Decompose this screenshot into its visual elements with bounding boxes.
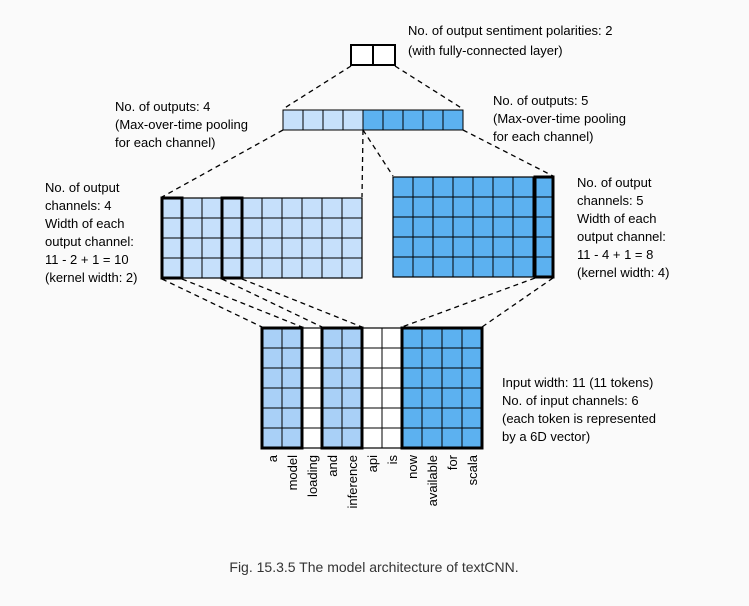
pooling-layer bbox=[282, 109, 464, 131]
pool-right-cell bbox=[382, 109, 404, 131]
kernel-window-left bbox=[260, 326, 304, 450]
conv-right-annotation-line6: (kernel width: 4) bbox=[577, 265, 669, 280]
kernel-window-right bbox=[400, 326, 484, 450]
connector-pool-to-conv-right-b bbox=[462, 129, 554, 177]
pool-left-cell bbox=[322, 109, 344, 131]
conv-left-annotation-line2: channels: 4 bbox=[45, 198, 112, 213]
pool-left-annotation-line2: (Max-over-time pooling bbox=[115, 117, 248, 132]
input-annotation-line4: by a 6D vector) bbox=[502, 429, 590, 444]
pool-left-annotation-line3: for each channel) bbox=[115, 135, 215, 150]
pool-left-cell bbox=[282, 109, 304, 131]
conv-left-annotation-line5: 11 - 2 + 1 = 10 bbox=[45, 252, 129, 267]
connector-output-right bbox=[394, 65, 464, 110]
pool-right-cell bbox=[422, 109, 444, 131]
conv-right-highlight-last bbox=[533, 175, 555, 279]
connector-conv-right-a bbox=[401, 277, 536, 328]
pool-right-cell bbox=[442, 109, 464, 131]
conv-left-output bbox=[160, 196, 363, 280]
pool-right-annotation-line3: for each channel) bbox=[493, 129, 593, 144]
token-label: api bbox=[365, 455, 380, 472]
input-annotation-line1: Input width: 11 (11 tokens) bbox=[502, 375, 653, 390]
conv-right-annotation-line5: 11 - 4 + 1 = 8 bbox=[577, 247, 653, 262]
token-label: now bbox=[405, 454, 420, 478]
token-label: inference bbox=[345, 455, 360, 508]
pool-right-cell bbox=[362, 109, 384, 131]
conv-left-annotation-line3: Width of each bbox=[45, 216, 125, 231]
token-label: for bbox=[445, 454, 460, 470]
token-label: scala bbox=[465, 454, 480, 485]
connector-conv-left-a1 bbox=[161, 278, 263, 328]
token-label: loading bbox=[305, 455, 320, 497]
token-label: and bbox=[325, 455, 340, 477]
conv-left-annotation-line1: No. of output bbox=[45, 180, 120, 195]
input-annotation-line3: (each token is represented bbox=[502, 411, 656, 426]
conv-left-annotation-line4: output channel: bbox=[45, 234, 134, 249]
conv-right-annotation-line2: channels: 5 bbox=[577, 193, 644, 208]
output-annotation-line2: (with fully-connected layer) bbox=[408, 43, 563, 58]
conv-right-annotation-line3: Width of each bbox=[577, 211, 657, 226]
token-label: available bbox=[425, 455, 440, 506]
kernel-window-left-2 bbox=[320, 326, 364, 450]
token-labels: a model loading and inference api is now… bbox=[265, 454, 480, 508]
connector-conv-left-a2 bbox=[181, 278, 303, 328]
conv-right-output bbox=[392, 175, 555, 279]
token-label: model bbox=[285, 455, 300, 491]
conv-left-annotation-line6: (kernel width: 2) bbox=[45, 270, 137, 285]
connector-pool-to-conv-left-b bbox=[361, 129, 364, 198]
conv-right-annotation-line4: output channel: bbox=[577, 229, 666, 244]
output-unit bbox=[350, 44, 374, 66]
pool-left-cell bbox=[302, 109, 324, 131]
input-annotation-line2: No. of input channels: 6 bbox=[502, 393, 639, 408]
connector-conv-left-b2 bbox=[241, 278, 363, 328]
connector-lines bbox=[161, 65, 554, 328]
connector-conv-left-b1 bbox=[221, 278, 323, 328]
figure-caption: Fig. 15.3.5 The model architecture of te… bbox=[229, 559, 518, 575]
conv-right-annotation-line1: No. of output bbox=[577, 175, 652, 190]
pool-right-cell bbox=[402, 109, 424, 131]
output-annotation-line1: No. of output sentiment polarities: 2 bbox=[408, 23, 613, 38]
output-layer bbox=[350, 44, 396, 66]
conv-right-grid bbox=[393, 177, 553, 277]
connector-conv-right-b bbox=[481, 277, 554, 328]
conv-left-highlight-first bbox=[160, 196, 184, 280]
token-label: is bbox=[385, 455, 400, 465]
pool-left-cell bbox=[342, 109, 364, 131]
pool-right-annotation-line2: (Max-over-time pooling bbox=[493, 111, 626, 126]
pool-right-annotation-line1: No. of outputs: 5 bbox=[493, 93, 588, 108]
connector-output-left bbox=[282, 65, 352, 110]
output-unit bbox=[372, 44, 396, 66]
connector-pool-to-conv-right-a bbox=[362, 129, 394, 177]
pool-left-annotation-line1: No. of outputs: 4 bbox=[115, 99, 210, 114]
conv-left-highlight-fourth bbox=[220, 196, 244, 280]
token-label: a bbox=[265, 454, 280, 462]
input-matrix bbox=[260, 326, 484, 450]
